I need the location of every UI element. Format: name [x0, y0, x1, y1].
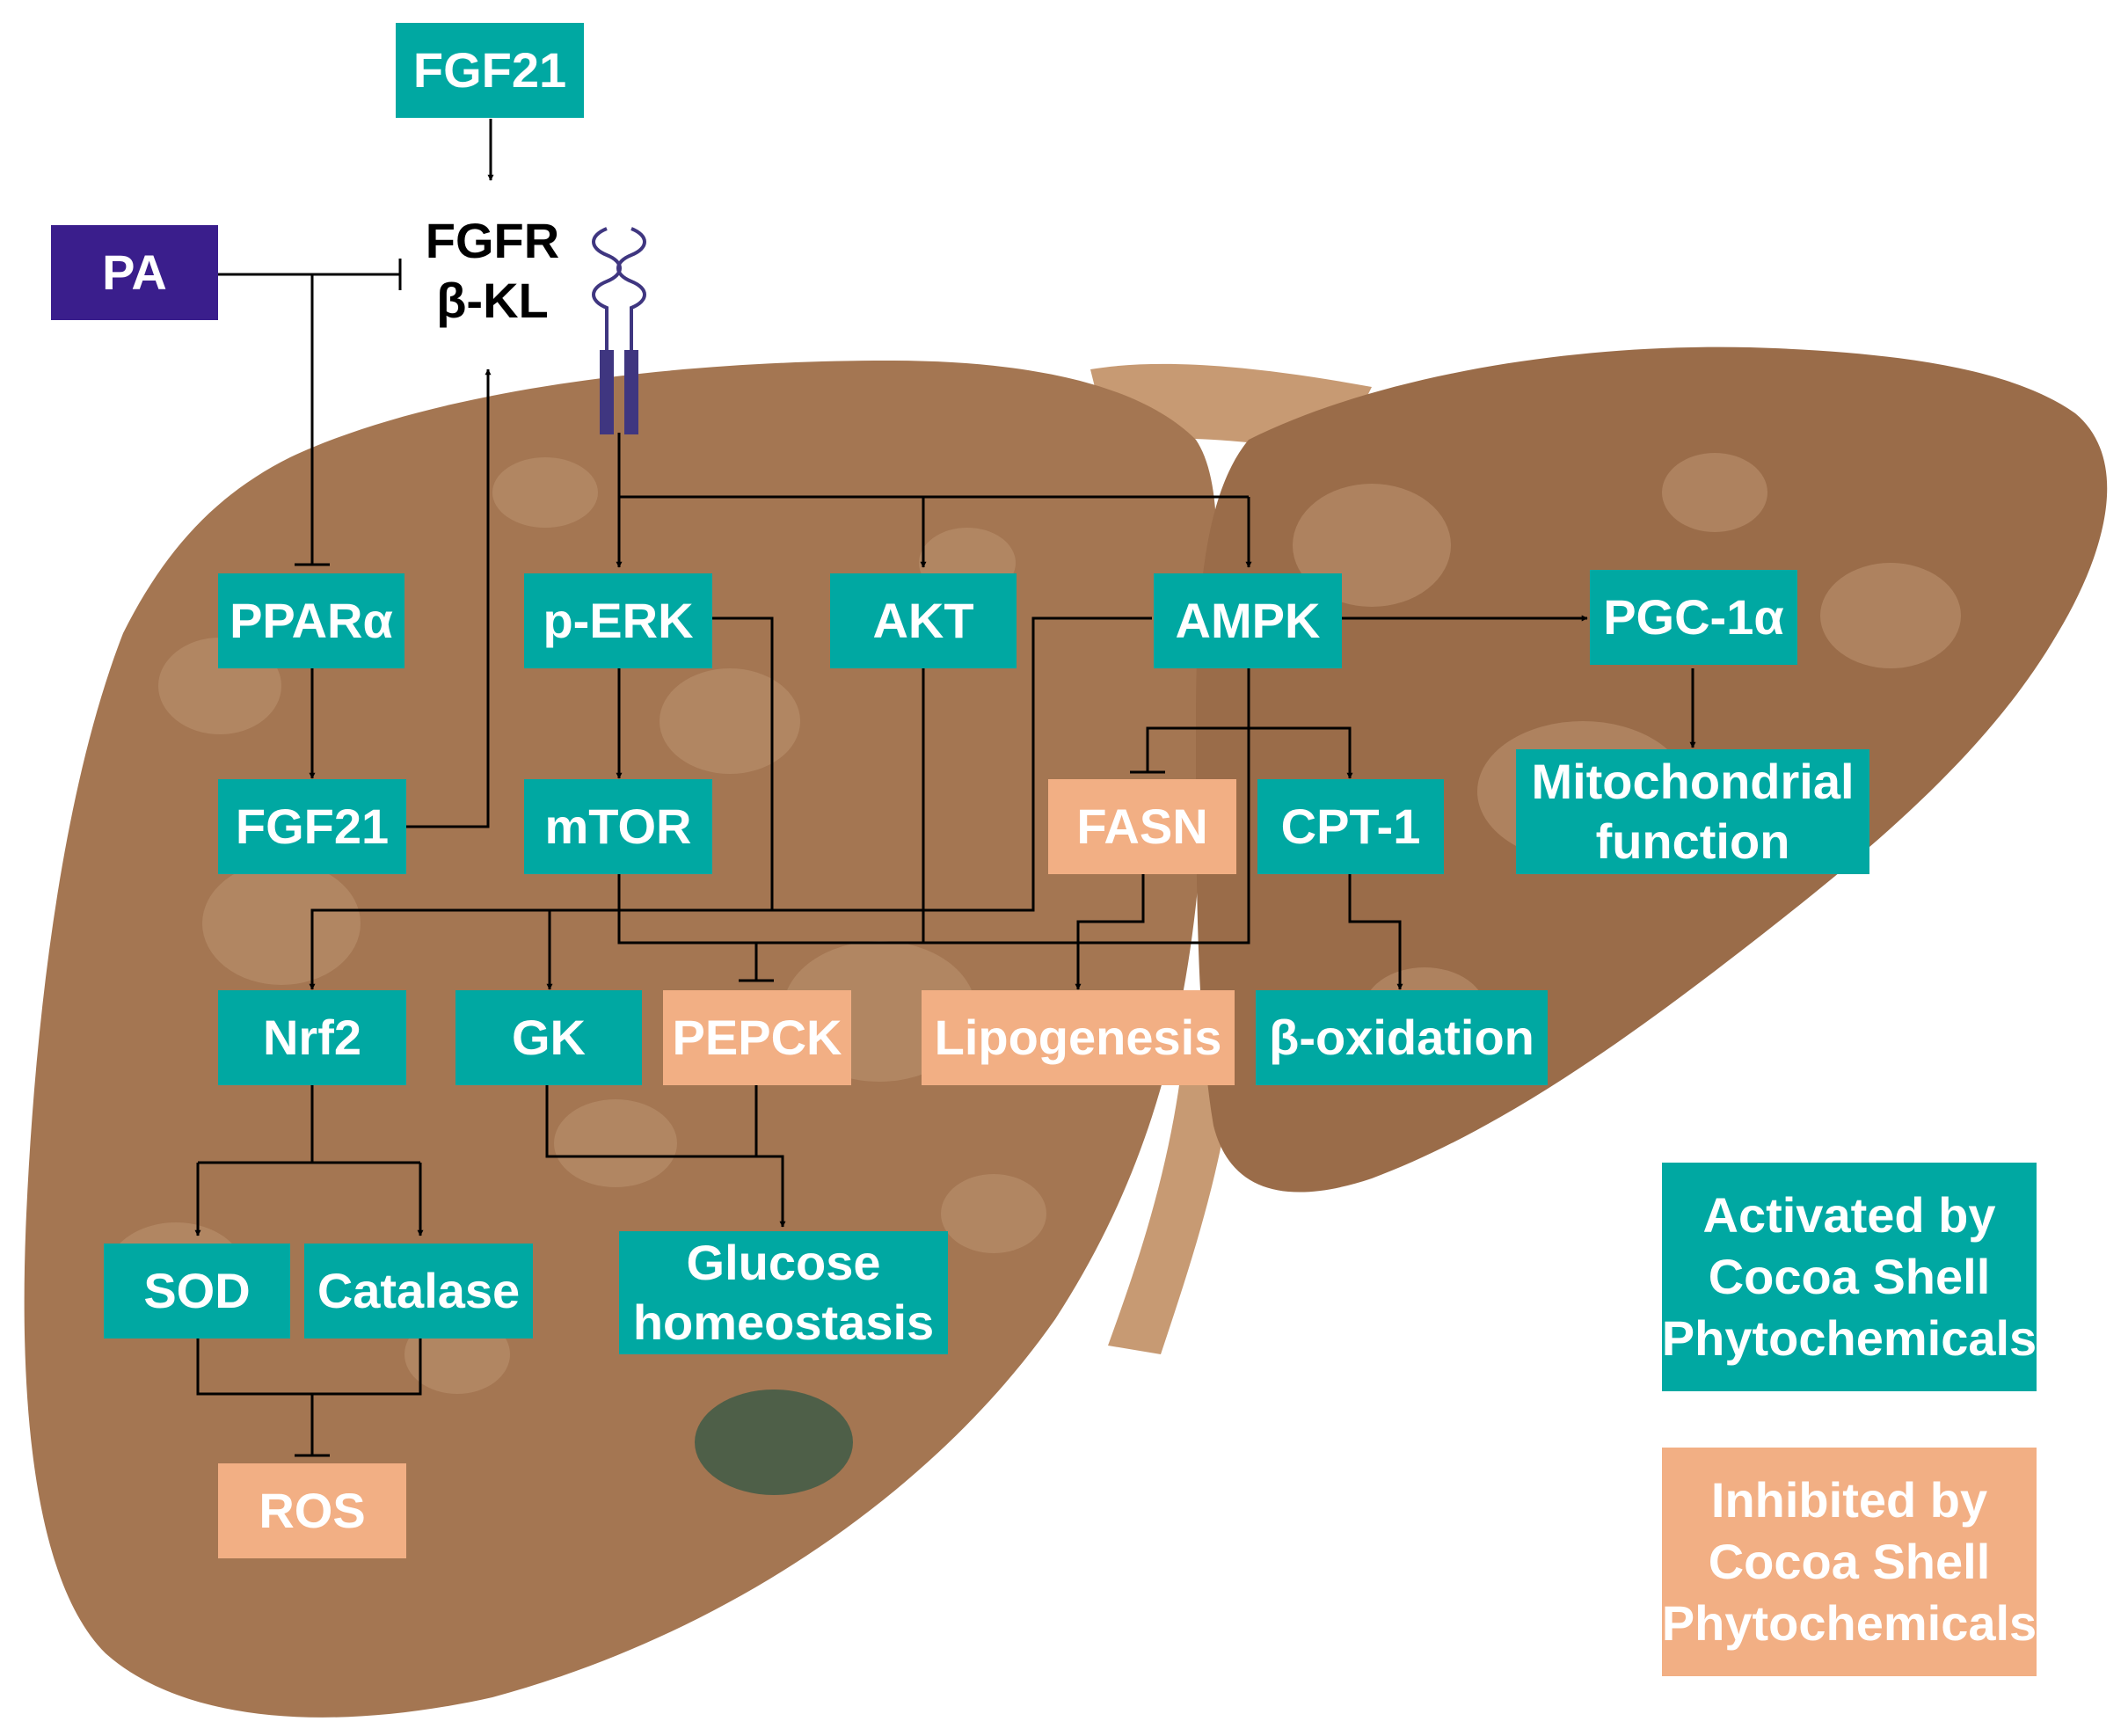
receptor-icon — [592, 227, 646, 434]
mito-line1: Mitochondrial — [1531, 753, 1855, 809]
legend-inhibited-line1: Inhibited by — [1710, 1472, 1988, 1528]
node-ros: ROS — [218, 1463, 406, 1558]
node-pepck: PEPCK — [663, 990, 851, 1085]
legend-inhibited-line3: Phytochemicals — [1661, 1595, 2037, 1651]
receptor-label-fgfr: FGFR — [425, 212, 560, 268]
node-pgc1a: PGC-1α — [1590, 570, 1797, 665]
legend-inhibited-line2: Cocoa Shell — [1708, 1534, 1991, 1589]
node-ppara: PPARα — [218, 573, 404, 668]
node-mtor: mTOR — [524, 779, 712, 874]
gallbladder — [695, 1390, 853, 1495]
node-nrf2: Nrf2 — [218, 990, 406, 1085]
node-fgf21: FGF21 — [218, 779, 406, 874]
legend-activated-line1: Activated by — [1702, 1187, 1996, 1243]
node-ampk: AMPK — [1154, 573, 1342, 668]
receptor-label-bkl: β-KL — [436, 273, 549, 328]
node-mitochondrial-function: Mitochondrial function — [1516, 749, 1869, 874]
liver-ligament-lower — [1108, 1011, 1240, 1354]
node-akt: AKT — [830, 573, 1017, 668]
node-fgf21-top: FGF21 — [396, 23, 584, 118]
node-perk: p-ERK — [524, 573, 712, 668]
glucose-line2: homeostasis — [632, 1295, 935, 1350]
glucose-line1: Glucose — [686, 1234, 881, 1290]
node-cpt1: CPT-1 — [1257, 779, 1444, 874]
legend-activated-line3: Phytochemicals — [1661, 1310, 2037, 1366]
node-sod: SOD — [104, 1244, 290, 1338]
receptor-label: FGFR β-KL — [404, 209, 580, 332]
node-catalase: Catalase — [304, 1244, 533, 1338]
node-beta-oxidation: β-oxidation — [1256, 990, 1548, 1085]
mito-line2: function — [1595, 813, 1790, 869]
node-lipogenesis: Lipogenesis — [922, 990, 1235, 1085]
legend-activated: Activated by Cocoa Shell Phytochemicals — [1662, 1163, 2037, 1391]
node-pa: PA — [51, 225, 218, 320]
legend-inhibited: Inhibited by Cocoa Shell Phytochemicals — [1662, 1448, 2037, 1676]
node-fasn: FASN — [1048, 779, 1236, 874]
legend-activated-line2: Cocoa Shell — [1708, 1249, 1991, 1304]
connector-lines — [194, 119, 1696, 1457]
node-gk: GK — [455, 990, 642, 1085]
node-glucose-homeostasis: Glucose homeostasis — [619, 1231, 948, 1354]
